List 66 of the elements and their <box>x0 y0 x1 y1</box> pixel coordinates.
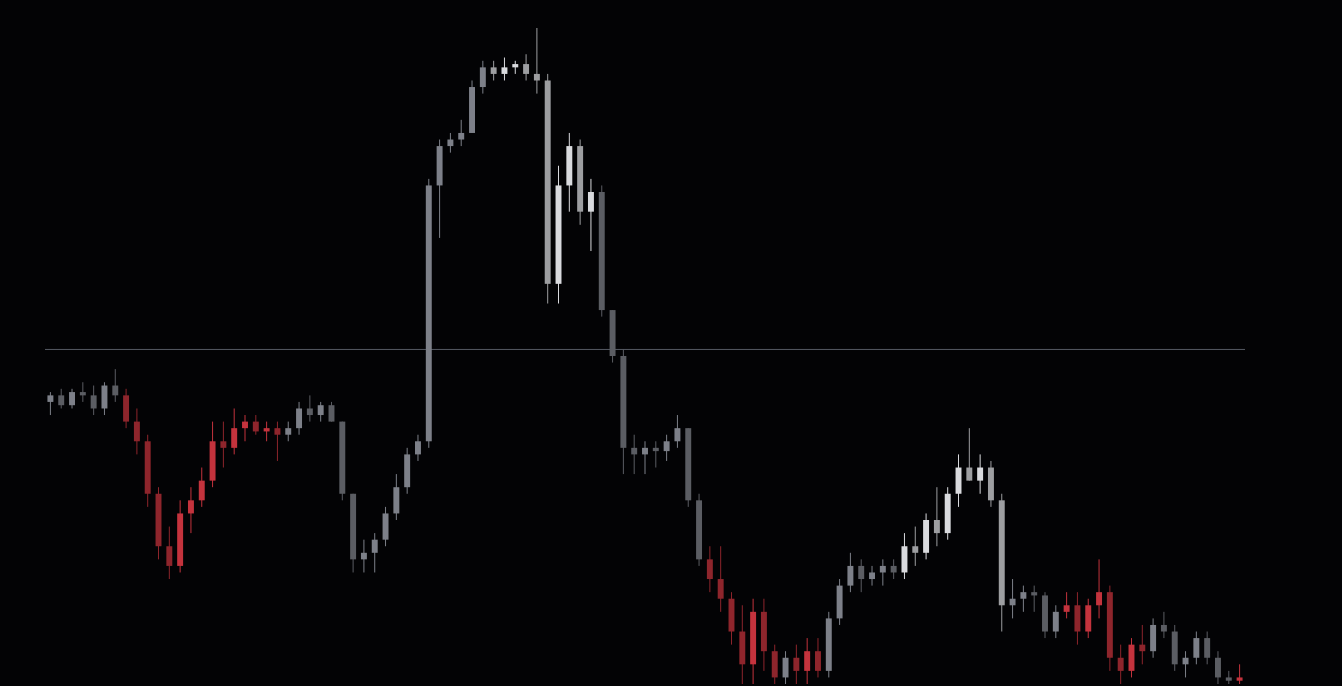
candlestick <box>879 558 886 587</box>
candlestick <box>1204 631 1211 665</box>
candlestick <box>231 407 238 455</box>
candlestick <box>371 532 378 573</box>
candlestick <box>1096 558 1103 619</box>
candlestick <box>1117 644 1124 685</box>
candlestick <box>458 119 465 147</box>
candlestick <box>90 385 97 416</box>
candlestick <box>933 486 940 547</box>
candlestick <box>642 440 648 475</box>
candlestick <box>717 545 724 613</box>
candlestick <box>415 434 421 462</box>
candlestick <box>1193 631 1200 665</box>
candlestick <box>847 552 854 593</box>
candlestick <box>1160 611 1167 639</box>
candlestick <box>285 421 292 442</box>
candlestick <box>631 434 638 475</box>
candlestick <box>977 453 984 495</box>
candlestick <box>793 644 800 685</box>
candlestick <box>58 388 65 409</box>
candlestick <box>587 178 594 252</box>
candlestick <box>815 637 821 678</box>
candlestick <box>479 60 486 95</box>
candlestick <box>220 421 227 469</box>
candlestick <box>1031 585 1038 613</box>
candlestick <box>306 394 313 423</box>
candlestick <box>317 401 324 423</box>
candlestick <box>652 440 659 469</box>
candlestick <box>1236 663 1243 685</box>
candlestick <box>47 391 54 416</box>
candlestick <box>252 414 259 436</box>
candlestick <box>782 650 789 685</box>
candlestick <box>166 526 173 580</box>
candlestick <box>263 421 270 442</box>
candlestick <box>1182 650 1189 678</box>
candlestick <box>858 558 865 593</box>
candlestick <box>1063 591 1070 619</box>
candlestick <box>1139 624 1146 665</box>
candlestick <box>112 368 119 403</box>
candlestick <box>133 407 140 455</box>
candlestick <box>79 381 86 403</box>
candlestick <box>1020 585 1027 613</box>
candlestick <box>533 27 540 95</box>
candlestick <box>274 421 281 462</box>
candlestick <box>501 57 508 81</box>
candlestick <box>198 467 205 508</box>
candlestick <box>360 539 367 573</box>
candlestick <box>187 486 194 534</box>
candlestick <box>966 427 973 482</box>
candlestick <box>296 401 303 436</box>
candlestick <box>490 60 497 81</box>
candlestick <box>69 388 75 409</box>
candlestick <box>674 414 681 449</box>
candlestick <box>242 414 248 442</box>
candlestick <box>912 526 919 567</box>
candlestick <box>447 132 454 154</box>
candlestick <box>706 545 713 593</box>
candlestick <box>890 558 897 580</box>
candlestick <box>804 637 811 685</box>
candlestick <box>1215 650 1221 685</box>
candlestick <box>1052 604 1059 639</box>
candlestick <box>101 381 108 416</box>
candlestick <box>523 53 530 81</box>
candlestick <box>1009 578 1016 619</box>
candlestick <box>869 565 875 587</box>
candlestick <box>663 434 670 462</box>
